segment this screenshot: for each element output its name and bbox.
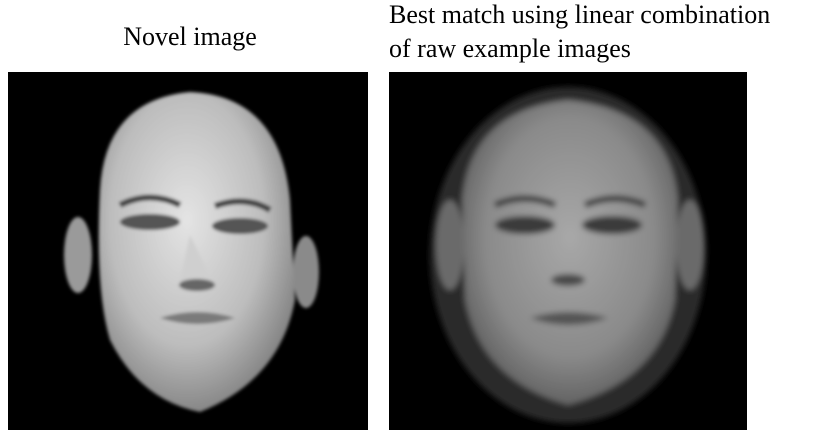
novel-image: [8, 72, 368, 430]
figure: Novel image Best match using linear comb…: [0, 0, 829, 432]
page: Novel image Best match using linear comb…: [0, 0, 829, 432]
caption: of raw example images: [389, 34, 631, 63]
best-match-image: [389, 72, 747, 430]
caption: Novel image: [123, 22, 257, 51]
caption: Best match using linear combination: [389, 0, 770, 29]
